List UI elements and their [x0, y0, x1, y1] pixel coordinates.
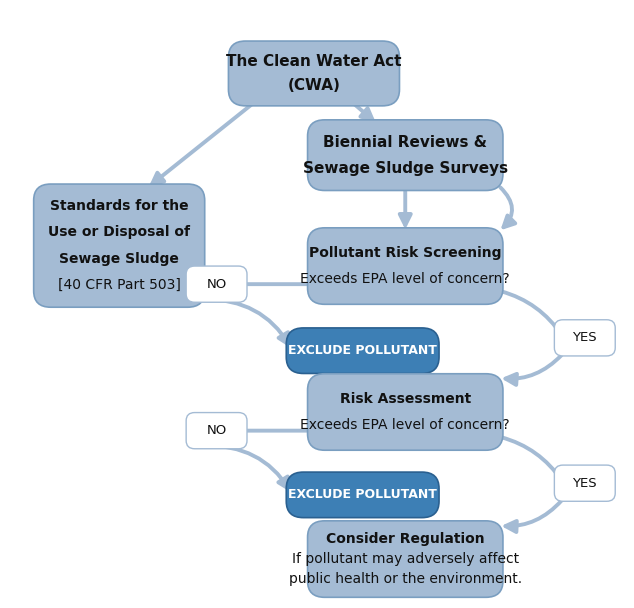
FancyBboxPatch shape: [307, 120, 503, 190]
Text: Sewage Sludge Surveys: Sewage Sludge Surveys: [302, 161, 508, 176]
Text: YES: YES: [573, 477, 597, 489]
Text: Exceeds EPA level of concern?: Exceeds EPA level of concern?: [301, 418, 510, 432]
FancyBboxPatch shape: [287, 328, 439, 373]
FancyBboxPatch shape: [34, 184, 205, 307]
FancyBboxPatch shape: [554, 465, 615, 501]
Text: Standards for the: Standards for the: [50, 199, 188, 213]
FancyBboxPatch shape: [186, 266, 247, 302]
Text: Use or Disposal of: Use or Disposal of: [48, 226, 190, 240]
Text: Risk Assessment: Risk Assessment: [340, 392, 471, 406]
Text: The Clean Water Act: The Clean Water Act: [226, 54, 402, 69]
Text: Pollutant Risk Screening: Pollutant Risk Screening: [309, 246, 501, 260]
FancyBboxPatch shape: [307, 374, 503, 450]
FancyBboxPatch shape: [307, 521, 503, 597]
Text: Exceeds EPA level of concern?: Exceeds EPA level of concern?: [301, 272, 510, 286]
Text: EXCLUDE POLLUTANT: EXCLUDE POLLUTANT: [288, 488, 437, 502]
Text: [40 CFR Part 503]: [40 CFR Part 503]: [58, 278, 181, 292]
FancyBboxPatch shape: [287, 472, 439, 517]
Text: If pollutant may adversely affect: If pollutant may adversely affect: [292, 552, 519, 566]
Text: Sewage Sludge: Sewage Sludge: [59, 252, 179, 266]
FancyBboxPatch shape: [554, 320, 615, 356]
FancyBboxPatch shape: [307, 228, 503, 304]
Text: NO: NO: [207, 424, 227, 437]
Text: Consider Regulation: Consider Regulation: [326, 532, 484, 546]
Text: Biennial Reviews &: Biennial Reviews &: [323, 134, 488, 150]
Text: public health or the environment.: public health or the environment.: [288, 572, 522, 586]
FancyBboxPatch shape: [186, 413, 247, 449]
Text: NO: NO: [207, 278, 227, 291]
FancyBboxPatch shape: [228, 41, 399, 106]
Text: (CWA): (CWA): [288, 78, 340, 93]
Text: YES: YES: [573, 331, 597, 344]
Text: EXCLUDE POLLUTANT: EXCLUDE POLLUTANT: [288, 344, 437, 357]
